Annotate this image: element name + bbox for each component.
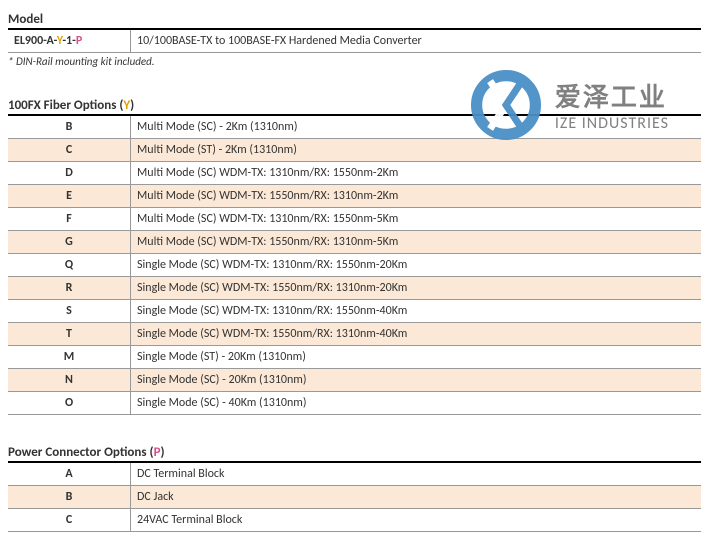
table-row: GMulti Mode (SC) WDM-TX: 1550nm/RX: 1310…	[8, 231, 701, 254]
table-row: BDC Jack	[8, 486, 701, 509]
option-desc: Multi Mode (SC) WDM-TX: 1310nm/RX: 1550n…	[131, 162, 702, 185]
table-row: QSingle Mode (SC) WDM-TX: 1310nm/RX: 155…	[8, 254, 701, 277]
table-row: FMulti Mode (SC) WDM-TX: 1310nm/RX: 1550…	[8, 208, 701, 231]
option-desc: Multi Mode (SC) - 2Km (1310nm)	[131, 116, 702, 139]
table-row: BMulti Mode (SC) - 2Km (1310nm)	[8, 116, 701, 139]
power-title-var: P	[154, 445, 161, 460]
option-code: S	[8, 300, 131, 323]
option-code: O	[8, 392, 131, 415]
option-desc: Single Mode (SC) WDM-TX: 1550nm/RX: 1310…	[131, 323, 702, 346]
option-desc: Single Mode (SC) WDM-TX: 1310nm/RX: 1550…	[131, 300, 702, 323]
option-code: R	[8, 277, 131, 300]
option-desc: Multi Mode (ST) - 2Km (1310nm)	[131, 139, 702, 162]
option-code: C	[8, 509, 131, 532]
table-row: RSingle Mode (SC) WDM-TX: 1550nm/RX: 131…	[8, 277, 701, 300]
power-table: ADC Terminal BlockBDC JackC24VAC Termina…	[8, 463, 701, 532]
option-code: M	[8, 346, 131, 369]
option-code: E	[8, 185, 131, 208]
option-desc: Single Mode (SC) - 20Km (1310nm)	[131, 369, 702, 392]
option-code: B	[8, 486, 131, 509]
model-code-mid: -1-	[62, 34, 75, 48]
table-row: TSingle Mode (SC) WDM-TX: 1550nm/RX: 131…	[8, 323, 701, 346]
model-code-prefix: EL900-A-	[14, 34, 57, 48]
power-section-title: Power Connector Options (P)	[8, 445, 701, 463]
fiber-table: BMulti Mode (SC) - 2Km (1310nm)CMulti Mo…	[8, 116, 701, 415]
option-desc: DC Jack	[131, 486, 702, 509]
table-row: SSingle Mode (SC) WDM-TX: 1310nm/RX: 155…	[8, 300, 701, 323]
option-code: T	[8, 323, 131, 346]
option-code: F	[8, 208, 131, 231]
option-desc: Multi Mode (SC) WDM-TX: 1310nm/RX: 1550n…	[131, 208, 702, 231]
option-desc: Single Mode (ST) - 20Km (1310nm)	[131, 346, 702, 369]
option-code: G	[8, 231, 131, 254]
option-desc: DC Terminal Block	[131, 463, 702, 486]
table-row: DMulti Mode (SC) WDM-TX: 1310nm/RX: 1550…	[8, 162, 701, 185]
option-code: A	[8, 463, 131, 486]
option-desc: Multi Mode (SC) WDM-TX: 1550nm/RX: 1310n…	[131, 231, 702, 254]
option-desc: Single Mode (SC) WDM-TX: 1310nm/RX: 1550…	[131, 254, 702, 277]
model-section-title: Model	[8, 12, 701, 30]
model-desc: 10/100BASE-TX to 100BASE-FX Hardened Med…	[131, 30, 702, 53]
table-row: ADC Terminal Block	[8, 463, 701, 486]
model-code-p: P	[76, 34, 82, 48]
option-desc: Single Mode (SC) WDM-TX: 1550nm/RX: 1310…	[131, 277, 702, 300]
fiber-title-prefix: 100FX Fiber Options (	[8, 98, 123, 113]
table-row: NSingle Mode (SC) - 20Km (1310nm)	[8, 369, 701, 392]
power-title-suffix: )	[161, 445, 165, 460]
option-code: B	[8, 116, 131, 139]
option-code: Q	[8, 254, 131, 277]
table-row: C24VAC Terminal Block	[8, 509, 701, 532]
table-row: MSingle Mode (ST) - 20Km (1310nm)	[8, 346, 701, 369]
table-row: CMulti Mode (ST) - 2Km (1310nm)	[8, 139, 701, 162]
option-code: C	[8, 139, 131, 162]
option-desc: Single Mode (SC) - 40Km (1310nm)	[131, 392, 702, 415]
option-desc: Multi Mode (SC) WDM-TX: 1550nm/RX: 1310n…	[131, 185, 702, 208]
option-code: N	[8, 369, 131, 392]
fiber-section-title: 100FX Fiber Options (Y)	[8, 98, 701, 116]
option-desc: 24VAC Terminal Block	[131, 509, 702, 532]
option-code: D	[8, 162, 131, 185]
model-table: EL900-A-Y-1-P 10/100BASE-TX to 100BASE-F…	[8, 30, 701, 53]
table-row: OSingle Mode (SC) - 40Km (1310nm)	[8, 392, 701, 415]
table-row: EMulti Mode (SC) WDM-TX: 1550nm/RX: 1310…	[8, 185, 701, 208]
power-title-prefix: Power Connector Options (	[8, 445, 154, 460]
fiber-title-suffix: )	[130, 98, 134, 113]
table-row: EL900-A-Y-1-P 10/100BASE-TX to 100BASE-F…	[8, 30, 701, 53]
model-note: * DIN-Rail mounting kit included.	[8, 55, 701, 68]
